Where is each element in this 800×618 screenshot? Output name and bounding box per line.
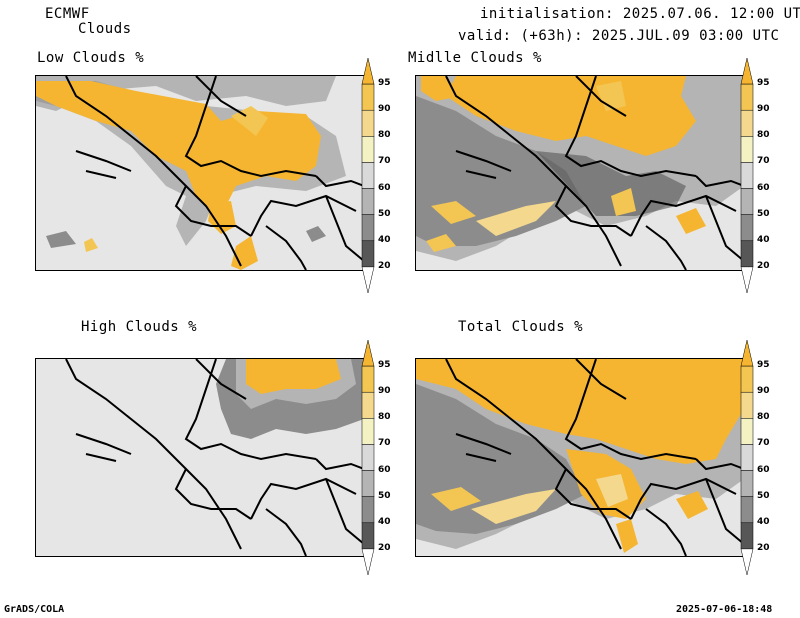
colorbar-level-label: 80 [757, 412, 770, 423]
timestamp-label: 2025-07-06-18:48 [676, 604, 773, 615]
colorbar-level-label: 40 [378, 234, 391, 245]
colorbar-level-label: 90 [757, 104, 770, 115]
colorbar-segment [361, 365, 375, 393]
colorbar-level-label: 70 [378, 438, 391, 449]
colorbar-segment [361, 418, 375, 445]
colorbar-level-label: 50 [757, 490, 770, 501]
colorbar-graphic [361, 339, 375, 576]
colorbar-segment [740, 339, 754, 367]
colorbar-level-label: 50 [378, 490, 391, 501]
colorbar-segment [740, 109, 754, 137]
high-clouds-field [65, 359, 364, 556]
colorbar-level-label: 60 [378, 464, 391, 475]
product-label: Clouds [78, 21, 132, 37]
total-clouds-field [416, 359, 744, 556]
colorbar-level-label: 70 [378, 156, 391, 167]
map-total-clouds [415, 358, 745, 557]
init-time: initialisation: 2025.07.06. 12:00 UTC [480, 6, 800, 22]
colorbar-segment [740, 496, 754, 524]
model-label: ECMWF [45, 6, 90, 22]
panel-title-middle: Midlle Clouds % [408, 50, 542, 66]
colorbar-level-label: 40 [378, 516, 391, 527]
colorbar-segment [361, 548, 375, 576]
colorbar-level-label: 20 [378, 260, 391, 271]
colorbar-level-label: 95 [757, 78, 770, 89]
colorbar-level-label: 95 [757, 360, 770, 371]
colorbar-segment [740, 522, 754, 550]
colorbar-level-label: 90 [378, 104, 391, 115]
low-clouds-field [36, 76, 364, 270]
valid-time: valid: (+63h): 2025.JUL.09 03:00 UTC [458, 28, 780, 44]
software-label: GrADS/COLA [4, 604, 65, 615]
colorbar-level-label: 80 [757, 130, 770, 141]
colorbar-segment [361, 522, 375, 550]
colorbar-graphic [740, 57, 754, 294]
colorbar-level-label: 60 [378, 182, 391, 193]
colorbar-high: 95 90 80 70 60 50 40 20 [361, 339, 402, 576]
colorbar-segment [361, 83, 375, 111]
colorbar-segment [740, 214, 754, 242]
colorbar-segment [740, 57, 754, 85]
colorbar-segment [361, 109, 375, 137]
colorbar-segment [361, 188, 375, 215]
colorbar-level-label: 70 [757, 438, 770, 449]
colorbar-level-label: 80 [378, 412, 391, 423]
colorbar-level-label: 60 [757, 464, 770, 475]
colorbar-low: 95 90 80 70 60 50 40 20 [361, 57, 402, 294]
colorbar-level-label: 90 [757, 386, 770, 397]
colorbar-graphic [740, 339, 754, 576]
colorbar-level-label: 80 [378, 130, 391, 141]
colorbar-level-label: 95 [378, 78, 391, 89]
colorbar-segment [740, 470, 754, 497]
map-low-clouds [35, 75, 365, 271]
middle-clouds-field [416, 76, 744, 270]
colorbar-segment [740, 418, 754, 445]
colorbar-level-label: 20 [757, 260, 770, 271]
colorbar-level-label: 95 [378, 360, 391, 371]
colorbar-segment [740, 162, 754, 189]
panel-title-high: High Clouds % [81, 319, 198, 335]
colorbar-segment [361, 136, 375, 163]
colorbar-segment [740, 548, 754, 576]
colorbar-segment [361, 162, 375, 189]
panel-title-low: Low Clouds % [37, 50, 145, 66]
colorbar-level-label: 20 [378, 542, 391, 553]
colorbar-level-label: 20 [757, 542, 770, 553]
colorbar-segment [361, 266, 375, 294]
colorbar-level-label: 60 [757, 182, 770, 193]
panel-title-total: Total Clouds % [458, 319, 584, 335]
colorbar-level-label: 40 [757, 516, 770, 527]
colorbar-middle: 95 90 80 70 60 50 40 20 [740, 57, 781, 294]
map-high-clouds [35, 358, 365, 557]
colorbar-segment [740, 83, 754, 111]
colorbar-segment [361, 57, 375, 85]
colorbar-segment [740, 240, 754, 268]
colorbar-segment [740, 391, 754, 419]
colorbar-segment [740, 266, 754, 294]
colorbar-segment [361, 444, 375, 471]
colorbar-level-label: 70 [757, 156, 770, 167]
colorbar-segment [740, 365, 754, 393]
colorbar-segment [361, 470, 375, 497]
colorbar-segment [361, 391, 375, 419]
map-middle-clouds [415, 75, 745, 271]
colorbar-graphic [361, 57, 375, 294]
colorbar-level-label: 50 [378, 208, 391, 219]
colorbar-segment [361, 214, 375, 242]
colorbar-total: 95 90 80 70 60 50 40 20 [740, 339, 781, 576]
colorbar-segment [740, 444, 754, 471]
colorbar-segment [361, 240, 375, 268]
colorbar-level-label: 90 [378, 386, 391, 397]
colorbar-segment [740, 136, 754, 163]
colorbar-level-label: 40 [757, 234, 770, 245]
colorbar-segment [361, 339, 375, 367]
colorbar-segment [740, 188, 754, 215]
colorbar-segment [361, 496, 375, 524]
colorbar-level-label: 50 [757, 208, 770, 219]
